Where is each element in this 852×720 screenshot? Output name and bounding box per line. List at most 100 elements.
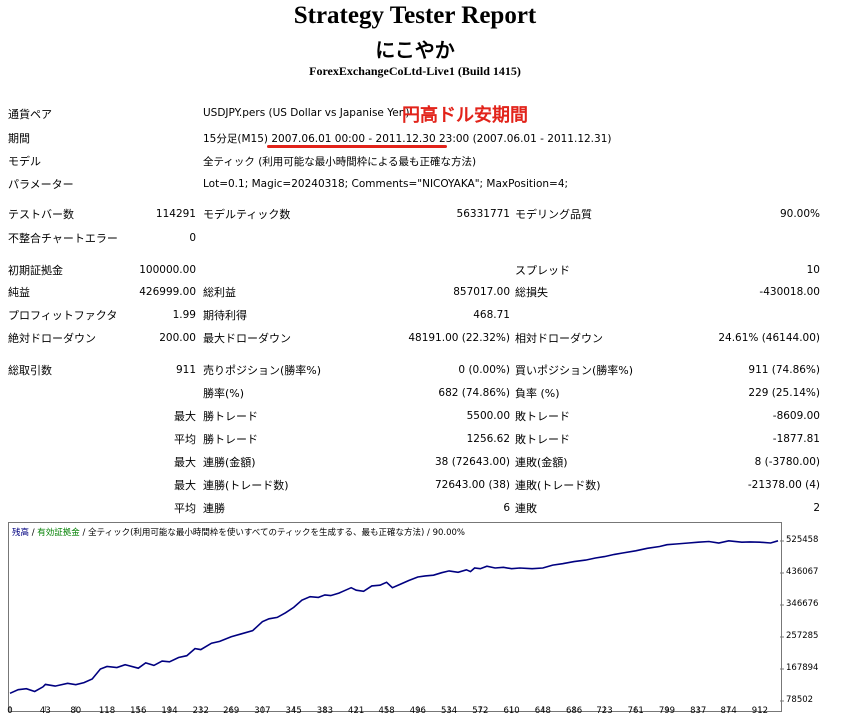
trades-value: 911 [175,364,196,376]
max-dd-label: 最大ドローダウン [203,332,291,345]
max-word: 最大 [174,410,196,423]
pf-value: 1.99 [172,309,196,321]
legend-separator: / [29,528,38,538]
legend-quality: 90.00% [432,528,465,538]
cons-loss-amt-label: 連敗(金額) [515,456,568,469]
win-value: 682 (74.86%) [438,387,510,399]
max-word: 最大 [174,456,196,469]
x-tick-label: 345 [285,706,302,716]
cons-loss-trades-value: -21378.00 (4) [747,479,820,491]
expected-value: 468.71 [473,309,510,321]
abs-dd-label: 絶対ドローダウン [8,332,96,345]
x-tick-label: 799 [658,706,676,716]
long-value: 911 (74.86%) [748,364,820,376]
avg-win-value: 1256.62 [466,433,510,445]
params-label: パラメーター [8,178,74,191]
ticks-label: モデルティック数 [203,208,291,221]
x-tick-label: 686 [565,706,583,716]
loss-label: 負率 (%) [515,387,560,400]
spread-value: 10 [806,264,820,276]
loss-value: 229 (25.14%) [748,387,820,399]
y-tick-label: 346676 [786,598,819,609]
gross-loss-value: -430018.00 [759,286,820,298]
avg-word: 平均 [174,433,196,446]
max-dd-value: 48191.00 (22.32%) [408,332,510,344]
balance-series-line [9,539,779,695]
model-label: モデル [8,155,41,168]
cons-wins-amt-label: 連勝(金額) [203,456,256,469]
gross-profit-label: 総利益 [203,286,236,299]
x-tick-label: 232 [192,706,209,716]
deposit-label: 初期証拠金 [8,264,63,277]
mismatch-label: 不整合チャートエラー [8,232,118,245]
x-tick-label: 307 [254,706,271,716]
legend-separator: / [424,528,433,538]
deposit-value: 100000.00 [139,264,196,276]
chart-legend: 残高 / 有効証拠金 / 全ティック(利用可能な最小時間枠を使いすべてのティック… [12,526,465,538]
x-tick-label: 156 [130,706,147,716]
period-value: 15分足(M15) 2007.06.01 00:00 - 2011.12.30 … [203,131,611,146]
period-range: 2007.06.01 00:00 - 2011.12.30 23:00 [271,133,470,145]
bars-value: 114291 [155,208,196,220]
period-timeframe: 15分足(M15) [203,133,268,145]
y-tick-label: 257285 [786,630,819,641]
model-value: 全ティック (利用可能な最小時間枠による最も正確な方法) [203,156,477,168]
short-value: 0 (0.00%) [458,364,510,376]
net-value: 426999.00 [139,286,196,298]
gross-loss-label: 総損失 [515,286,548,299]
params-value: Lot=0.1; Magic=20240318; Comments="NICOY… [203,178,569,190]
legend-separator: / [79,528,89,538]
max-win-value: 5500.00 [466,410,510,422]
x-tick-label: 0 [7,706,13,716]
expected-label: 期待利得 [203,309,247,322]
avg-loss-value: -1877.81 [772,433,820,445]
gross-profit-value: 857017.00 [453,286,510,298]
legend-equity: 有効証拠金 [37,528,80,538]
rel-dd-label: 相対ドローダウン [515,332,603,345]
cons-loss-amt-value: 8 (-3780.00) [754,456,820,468]
trades-label: 総取引数 [8,364,52,377]
avg-word: 平均 [174,502,196,515]
y-tick-label: 525458 [786,535,819,545]
y-tick-label: 436067 [786,566,819,577]
x-tick-label: 118 [98,706,116,716]
net-label: 純益 [8,286,30,299]
x-tick-label: 194 [161,706,178,716]
cons-wins-amt-value: 38 (72643.00) [435,456,510,468]
period-data: (2007.06.01 - 2011.12.31) [472,133,612,145]
cons-loss-trades-label: 連敗(トレード数) [515,479,601,492]
x-tick-label: 80 [70,706,82,716]
rel-dd-value: 24.61% (46144.00) [718,332,820,344]
max-loss-label: 敗トレード [515,410,570,423]
red-underline [267,145,447,148]
pf-label: プロフィットファクタ [8,309,118,322]
y-tick-label: 78502 [786,695,814,705]
bars-label: テストバー数 [8,208,74,221]
legend-model: 全ティック(利用可能な最小時間枠を使いすべてのティックを生成する、最も正確な方法… [88,528,425,538]
max-word: 最大 [174,479,196,492]
period-label: 期間 [8,132,30,145]
spread-label: スプレッド [515,264,570,277]
x-tick-label: 761 [627,706,644,716]
avg-cons-win-value: 6 [503,502,510,514]
long-label: 買いポジション(勝率%) [515,364,634,377]
symbol-label: 通貨ペア [8,108,52,121]
max-win-label: 勝トレード [203,410,258,423]
avg-win-label: 勝トレード [203,433,258,446]
x-tick-label: 458 [378,706,395,716]
cons-profit-label: 連勝(トレード数) [203,479,289,492]
report-title: Strategy Tester Report [293,2,537,29]
quality-label: モデリング品質 [515,208,592,221]
ticks-value: 56331771 [456,208,510,220]
balance-chart-frame [8,522,782,712]
x-tick-label: 383 [316,706,334,716]
cons-profit-value: 72643.00 (38) [435,479,510,491]
short-label: 売りポジション(勝率%) [203,364,322,377]
avg-loss-label: 敗トレード [515,433,570,446]
symbol-value: USDJPY.pers (US Dollar vs Japanise Yen) [203,107,410,119]
x-tick-label: 837 [690,706,707,716]
x-tick-label: 610 [503,706,520,716]
server-build: ForexExchangeCoLtd-Live1 (Build 1415) [309,64,521,78]
mismatch-value: 0 [189,232,196,244]
